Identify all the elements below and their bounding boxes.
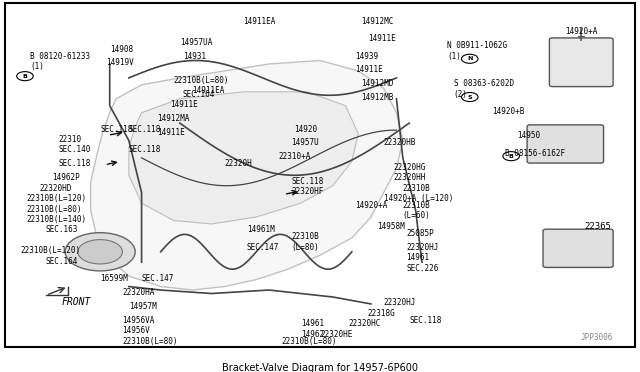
Circle shape: [461, 54, 478, 63]
FancyBboxPatch shape: [549, 38, 613, 87]
Text: 14920+B: 14920+B: [492, 107, 524, 116]
Text: 14920: 14920: [294, 125, 317, 134]
Text: 14911E: 14911E: [170, 100, 198, 109]
Text: 14962: 14962: [301, 330, 324, 339]
Text: 14911EA: 14911EA: [244, 17, 276, 26]
Text: 22320H: 22320H: [225, 159, 252, 168]
Text: 22310B(L=80): 22310B(L=80): [122, 337, 178, 346]
Circle shape: [65, 232, 135, 271]
Text: SEC.226: SEC.226: [406, 264, 438, 273]
Text: 14911E: 14911E: [157, 128, 185, 137]
Text: 14956VA: 14956VA: [122, 316, 155, 325]
Text: 14920+A: 14920+A: [355, 201, 387, 210]
Text: 22320HE: 22320HE: [320, 330, 353, 339]
Text: 22310B
(L=60): 22310B (L=60): [403, 201, 431, 221]
Text: SEC.118: SEC.118: [129, 145, 161, 154]
Text: 14939: 14939: [355, 51, 378, 61]
Text: SEC.147: SEC.147: [246, 243, 279, 252]
Text: 14957U: 14957U: [291, 138, 319, 147]
Text: 22320HA: 22320HA: [122, 288, 155, 297]
Text: SEC.118: SEC.118: [100, 125, 132, 134]
Text: B: B: [22, 74, 28, 78]
Text: 14912MA: 14912MA: [157, 114, 190, 123]
Text: 14961M: 14961M: [246, 225, 275, 234]
Text: 14931: 14931: [183, 51, 206, 61]
Text: 22310B: 22310B: [403, 184, 431, 193]
Text: 14920+A: 14920+A: [565, 27, 598, 36]
Text: 22320HJ: 22320HJ: [406, 243, 438, 252]
Polygon shape: [91, 61, 403, 290]
Text: SEC.164: SEC.164: [46, 257, 78, 266]
Text: FRONT: FRONT: [62, 298, 92, 307]
Text: S 08363-6202D
(2): S 08363-6202D (2): [454, 79, 514, 99]
Text: SEC.140: SEC.140: [59, 145, 91, 154]
Text: Bracket-Valve Diagram for 14957-6P600: Bracket-Valve Diagram for 14957-6P600: [222, 363, 418, 372]
Text: 22365: 22365: [584, 222, 611, 231]
Circle shape: [503, 152, 520, 161]
Text: 14912MC: 14912MC: [362, 17, 394, 26]
Text: 14950: 14950: [518, 131, 541, 141]
Circle shape: [17, 72, 33, 81]
Text: JPP3006: JPP3006: [580, 333, 613, 342]
Text: SEC.118
22320HF: SEC.118 22320HF: [291, 177, 324, 196]
Text: 22320HJ: 22320HJ: [384, 298, 416, 307]
Text: 22320HH: 22320HH: [394, 173, 426, 182]
Text: 14908: 14908: [109, 45, 133, 54]
Text: SEC.164: SEC.164: [183, 90, 216, 99]
Circle shape: [78, 240, 122, 264]
Text: 14911EA: 14911EA: [193, 86, 225, 95]
Text: 14919V: 14919V: [106, 58, 134, 67]
Text: 14961: 14961: [406, 253, 429, 262]
Text: 22310+A: 22310+A: [278, 153, 311, 161]
Text: SEC.118: SEC.118: [59, 159, 91, 168]
Text: 22310: 22310: [59, 135, 82, 144]
Circle shape: [461, 93, 478, 102]
Text: 22318G: 22318G: [368, 309, 396, 318]
Text: 14912MD: 14912MD: [362, 79, 394, 88]
Text: 14962P: 14962P: [52, 173, 80, 182]
Text: B 08156-6162F: B 08156-6162F: [505, 149, 565, 158]
Text: 22310B(L=80): 22310B(L=80): [282, 337, 337, 346]
Text: 22320HB: 22320HB: [384, 138, 416, 147]
Text: 14911E: 14911E: [368, 34, 396, 43]
FancyBboxPatch shape: [543, 229, 613, 267]
FancyBboxPatch shape: [527, 125, 604, 163]
Text: 22310B(L=80): 22310B(L=80): [173, 76, 229, 85]
Text: 22310B
(L=80): 22310B (L=80): [291, 232, 319, 252]
Text: SEC.163: SEC.163: [46, 225, 78, 234]
Text: 14961: 14961: [301, 319, 324, 328]
Text: 25085P: 25085P: [406, 229, 434, 238]
Text: 22310B(L=120): 22310B(L=120): [27, 194, 87, 203]
Text: B 08120-61233
(1): B 08120-61233 (1): [30, 52, 90, 71]
Text: SEC.118: SEC.118: [409, 316, 442, 325]
Text: B: B: [509, 154, 514, 158]
Text: S: S: [467, 94, 472, 100]
Text: 22310B(L=140): 22310B(L=140): [27, 215, 87, 224]
Text: 22320HD: 22320HD: [40, 184, 72, 193]
Text: SEC.118: SEC.118: [129, 125, 161, 134]
Text: 14957UA: 14957UA: [180, 38, 212, 46]
Polygon shape: [129, 92, 358, 224]
Text: 22320HC: 22320HC: [349, 319, 381, 328]
Text: N 0B911-1062G
(1): N 0B911-1062G (1): [447, 41, 508, 61]
Text: 14958M: 14958M: [378, 222, 405, 231]
Text: N: N: [467, 56, 472, 61]
Text: 14956V: 14956V: [122, 326, 150, 335]
Text: 22310B(L=120): 22310B(L=120): [20, 246, 81, 255]
Text: 14957M: 14957M: [129, 302, 157, 311]
Text: 14920+A (L=120): 14920+A (L=120): [384, 194, 453, 203]
Text: 16599M: 16599M: [100, 274, 128, 283]
Text: 14912MB: 14912MB: [362, 93, 394, 102]
Text: 14911E: 14911E: [355, 65, 383, 74]
Text: SEC.147: SEC.147: [141, 274, 174, 283]
Text: 22310B(L=80): 22310B(L=80): [27, 205, 83, 214]
Text: 22320HG: 22320HG: [394, 163, 426, 172]
